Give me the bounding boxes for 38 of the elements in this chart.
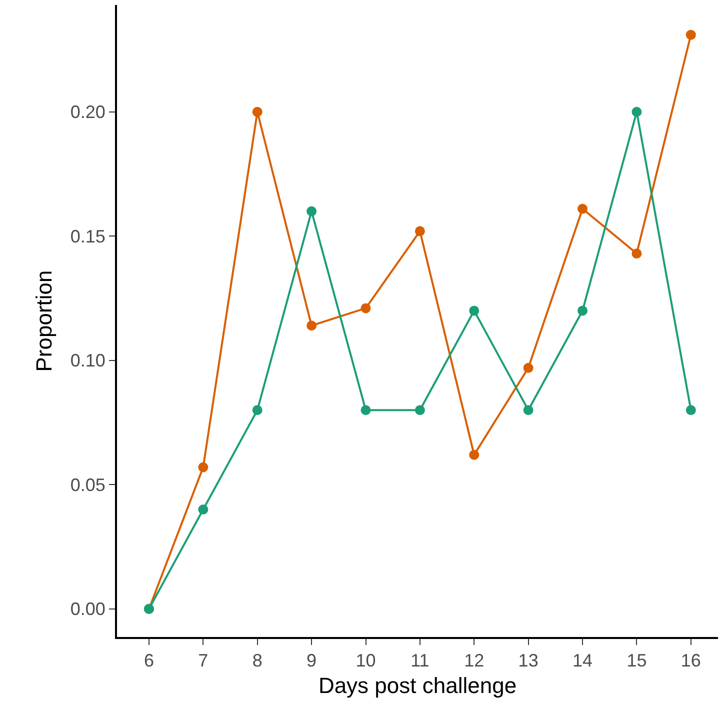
point bbox=[632, 106, 642, 117]
point bbox=[306, 320, 317, 331]
y-tick-label: 0.05 bbox=[70, 474, 106, 495]
point bbox=[252, 405, 262, 416]
point bbox=[306, 206, 317, 216]
point bbox=[360, 405, 371, 416]
x-tick-label: 14 bbox=[572, 650, 593, 671]
point bbox=[414, 226, 425, 236]
point bbox=[686, 405, 696, 416]
point bbox=[523, 362, 534, 373]
point bbox=[523, 405, 534, 416]
point bbox=[578, 204, 588, 214]
point bbox=[632, 248, 642, 259]
point bbox=[198, 462, 208, 472]
x-tick-label: 9 bbox=[306, 650, 317, 671]
point bbox=[578, 306, 588, 316]
point bbox=[686, 30, 696, 40]
point bbox=[360, 303, 371, 314]
y-tick-label: 0.20 bbox=[70, 102, 106, 122]
y-tick-label: 0.10 bbox=[70, 350, 106, 371]
x-tick-label: 6 bbox=[144, 650, 154, 671]
point bbox=[198, 504, 208, 515]
point bbox=[414, 405, 425, 416]
x-tick-label: 13 bbox=[518, 650, 538, 671]
point bbox=[469, 306, 480, 316]
x-axis-title: Days post challenge bbox=[318, 673, 517, 698]
y-axis-title: Proportion bbox=[32, 270, 57, 372]
y-tick-label: 0.00 bbox=[70, 599, 106, 620]
point bbox=[469, 450, 480, 460]
y-tick-label: 0.15 bbox=[70, 226, 106, 246]
x-tick-label: 8 bbox=[252, 650, 262, 671]
x-tick-label: 10 bbox=[356, 650, 376, 671]
x-tick-label: 16 bbox=[680, 650, 701, 671]
x-tick-label: 12 bbox=[464, 650, 484, 671]
x-tick-label: 11 bbox=[410, 650, 430, 671]
point bbox=[252, 106, 262, 117]
x-tick-label: 15 bbox=[626, 650, 647, 671]
x-tick-label: 7 bbox=[198, 650, 208, 671]
